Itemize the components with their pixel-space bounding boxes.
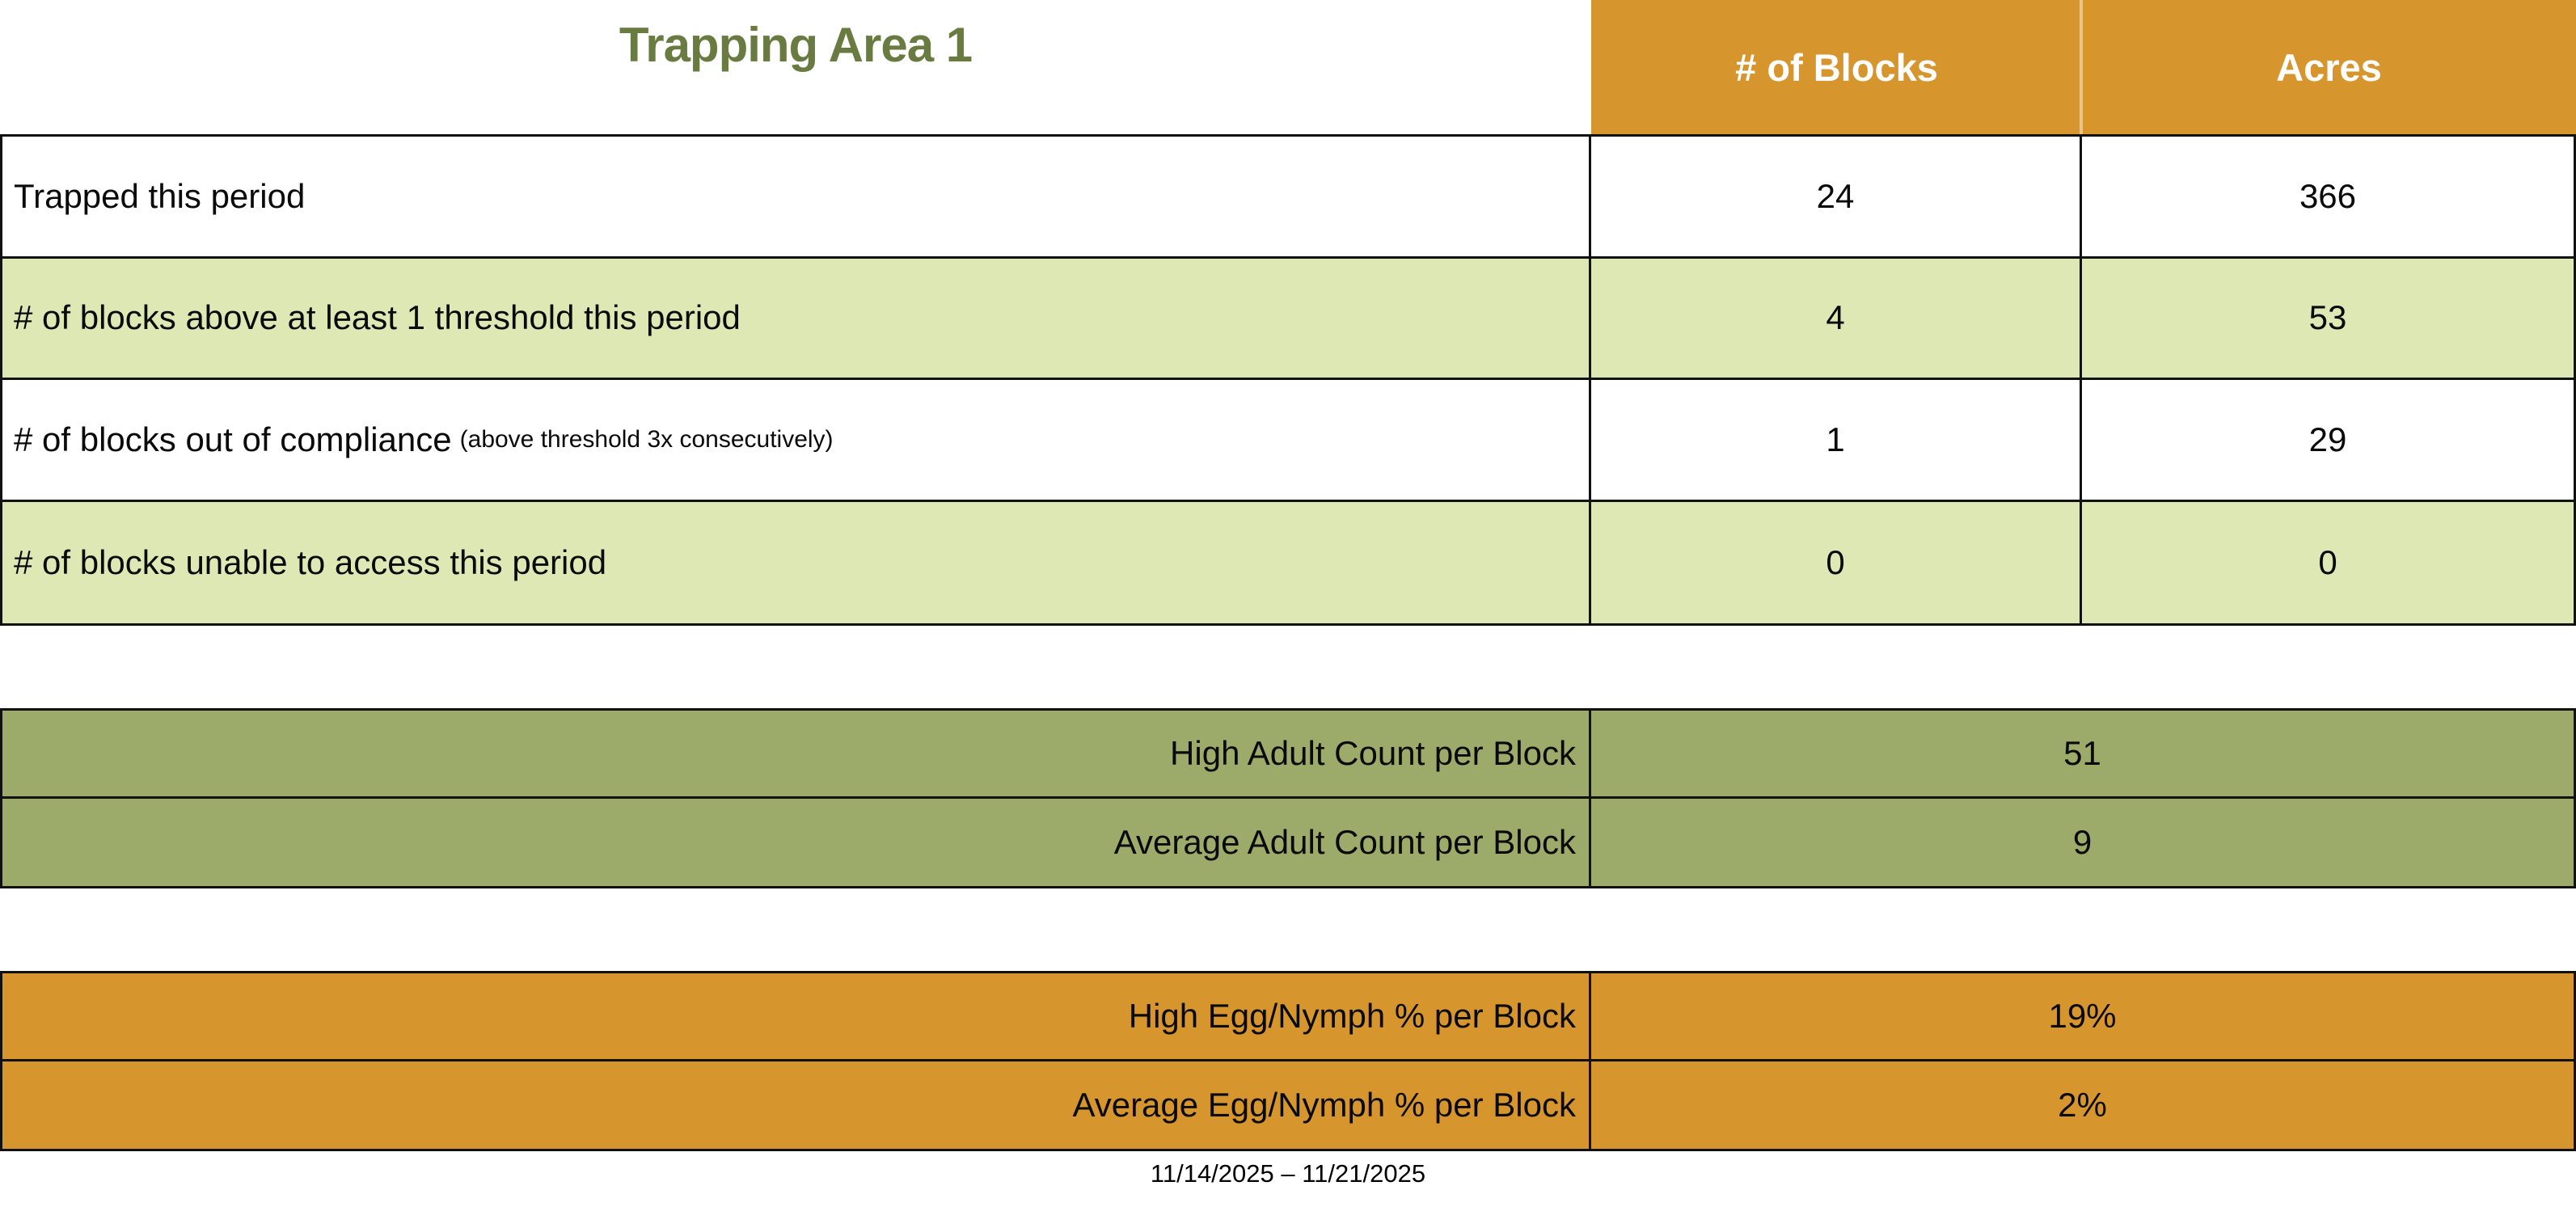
row-label: High Adult Count per Block	[2, 711, 1591, 796]
row-label-text: Trapped this period	[14, 176, 306, 215]
egg-nymph-table: High Egg/Nymph % per Block 19% Average E…	[0, 971, 2576, 1151]
row-label-note: (above threshold 3x consecutively)	[459, 425, 834, 453]
row-label: Average Egg/Nymph % per Block	[2, 1061, 1591, 1149]
main-table: Trapped this period 24 366 # of blocks a…	[0, 134, 2576, 626]
row-label: # of blocks out of compliance (above thr…	[2, 380, 1591, 500]
header-divider	[2080, 0, 2083, 134]
table-row: # of blocks unable to access this period…	[2, 501, 2574, 623]
row-value: 51	[2063, 733, 2101, 772]
row-value-acres: 29	[2308, 420, 2347, 458]
row-value-blocks: 0	[1591, 501, 2082, 623]
adult-count-table: High Adult Count per Block 51 Average Ad…	[0, 708, 2576, 888]
row-label-text: # of blocks unable to access this period	[14, 542, 607, 581]
row-value: 19%	[2048, 996, 2117, 1035]
row-value-blocks: 24	[1591, 137, 2082, 256]
table-row: Average Adult Count per Block 9	[2, 798, 2574, 886]
row-value-acres: 366	[2299, 176, 2357, 215]
header-band: Trapping Area 1 # of Blocks Acres	[0, 0, 2576, 134]
row-label: # of blocks unable to access this period	[2, 501, 1591, 623]
row-label-text: # of blocks above at least 1 threshold t…	[14, 298, 741, 337]
row-label: Average Adult Count per Block	[2, 798, 1591, 886]
table-row: # of blocks out of compliance (above thr…	[2, 380, 2574, 502]
page-title: Trapping Area 1	[619, 17, 973, 72]
row-value-acres: 0	[2318, 542, 2337, 581]
row-label: # of blocks above at least 1 threshold t…	[2, 258, 1591, 378]
table-row: High Egg/Nymph % per Block 19%	[2, 973, 2574, 1061]
table-row: # of blocks above at least 1 threshold t…	[2, 258, 2574, 380]
row-label-text: # of blocks out of compliance	[14, 420, 452, 458]
row-label: Trapped this period	[2, 137, 1591, 256]
table-row: Trapped this period 24 366	[2, 137, 2574, 259]
row-value: 2%	[2058, 1085, 2107, 1124]
row-value: 9	[2072, 822, 2092, 861]
column-header-blocks: # of Blocks	[1591, 0, 2082, 134]
row-value-blocks: 1	[1591, 380, 2082, 500]
table-row: High Adult Count per Block 51	[2, 711, 2574, 799]
column-header-acres: Acres	[2082, 0, 2576, 134]
table-row: Average Egg/Nymph % per Block 2%	[2, 1061, 2574, 1149]
row-value-blocks: 4	[1591, 258, 2082, 378]
row-value-acres: 53	[2308, 298, 2347, 337]
row-label: High Egg/Nymph % per Block	[2, 973, 1591, 1059]
date-range: 11/14/2025 – 11/21/2025	[1150, 1159, 1426, 1188]
